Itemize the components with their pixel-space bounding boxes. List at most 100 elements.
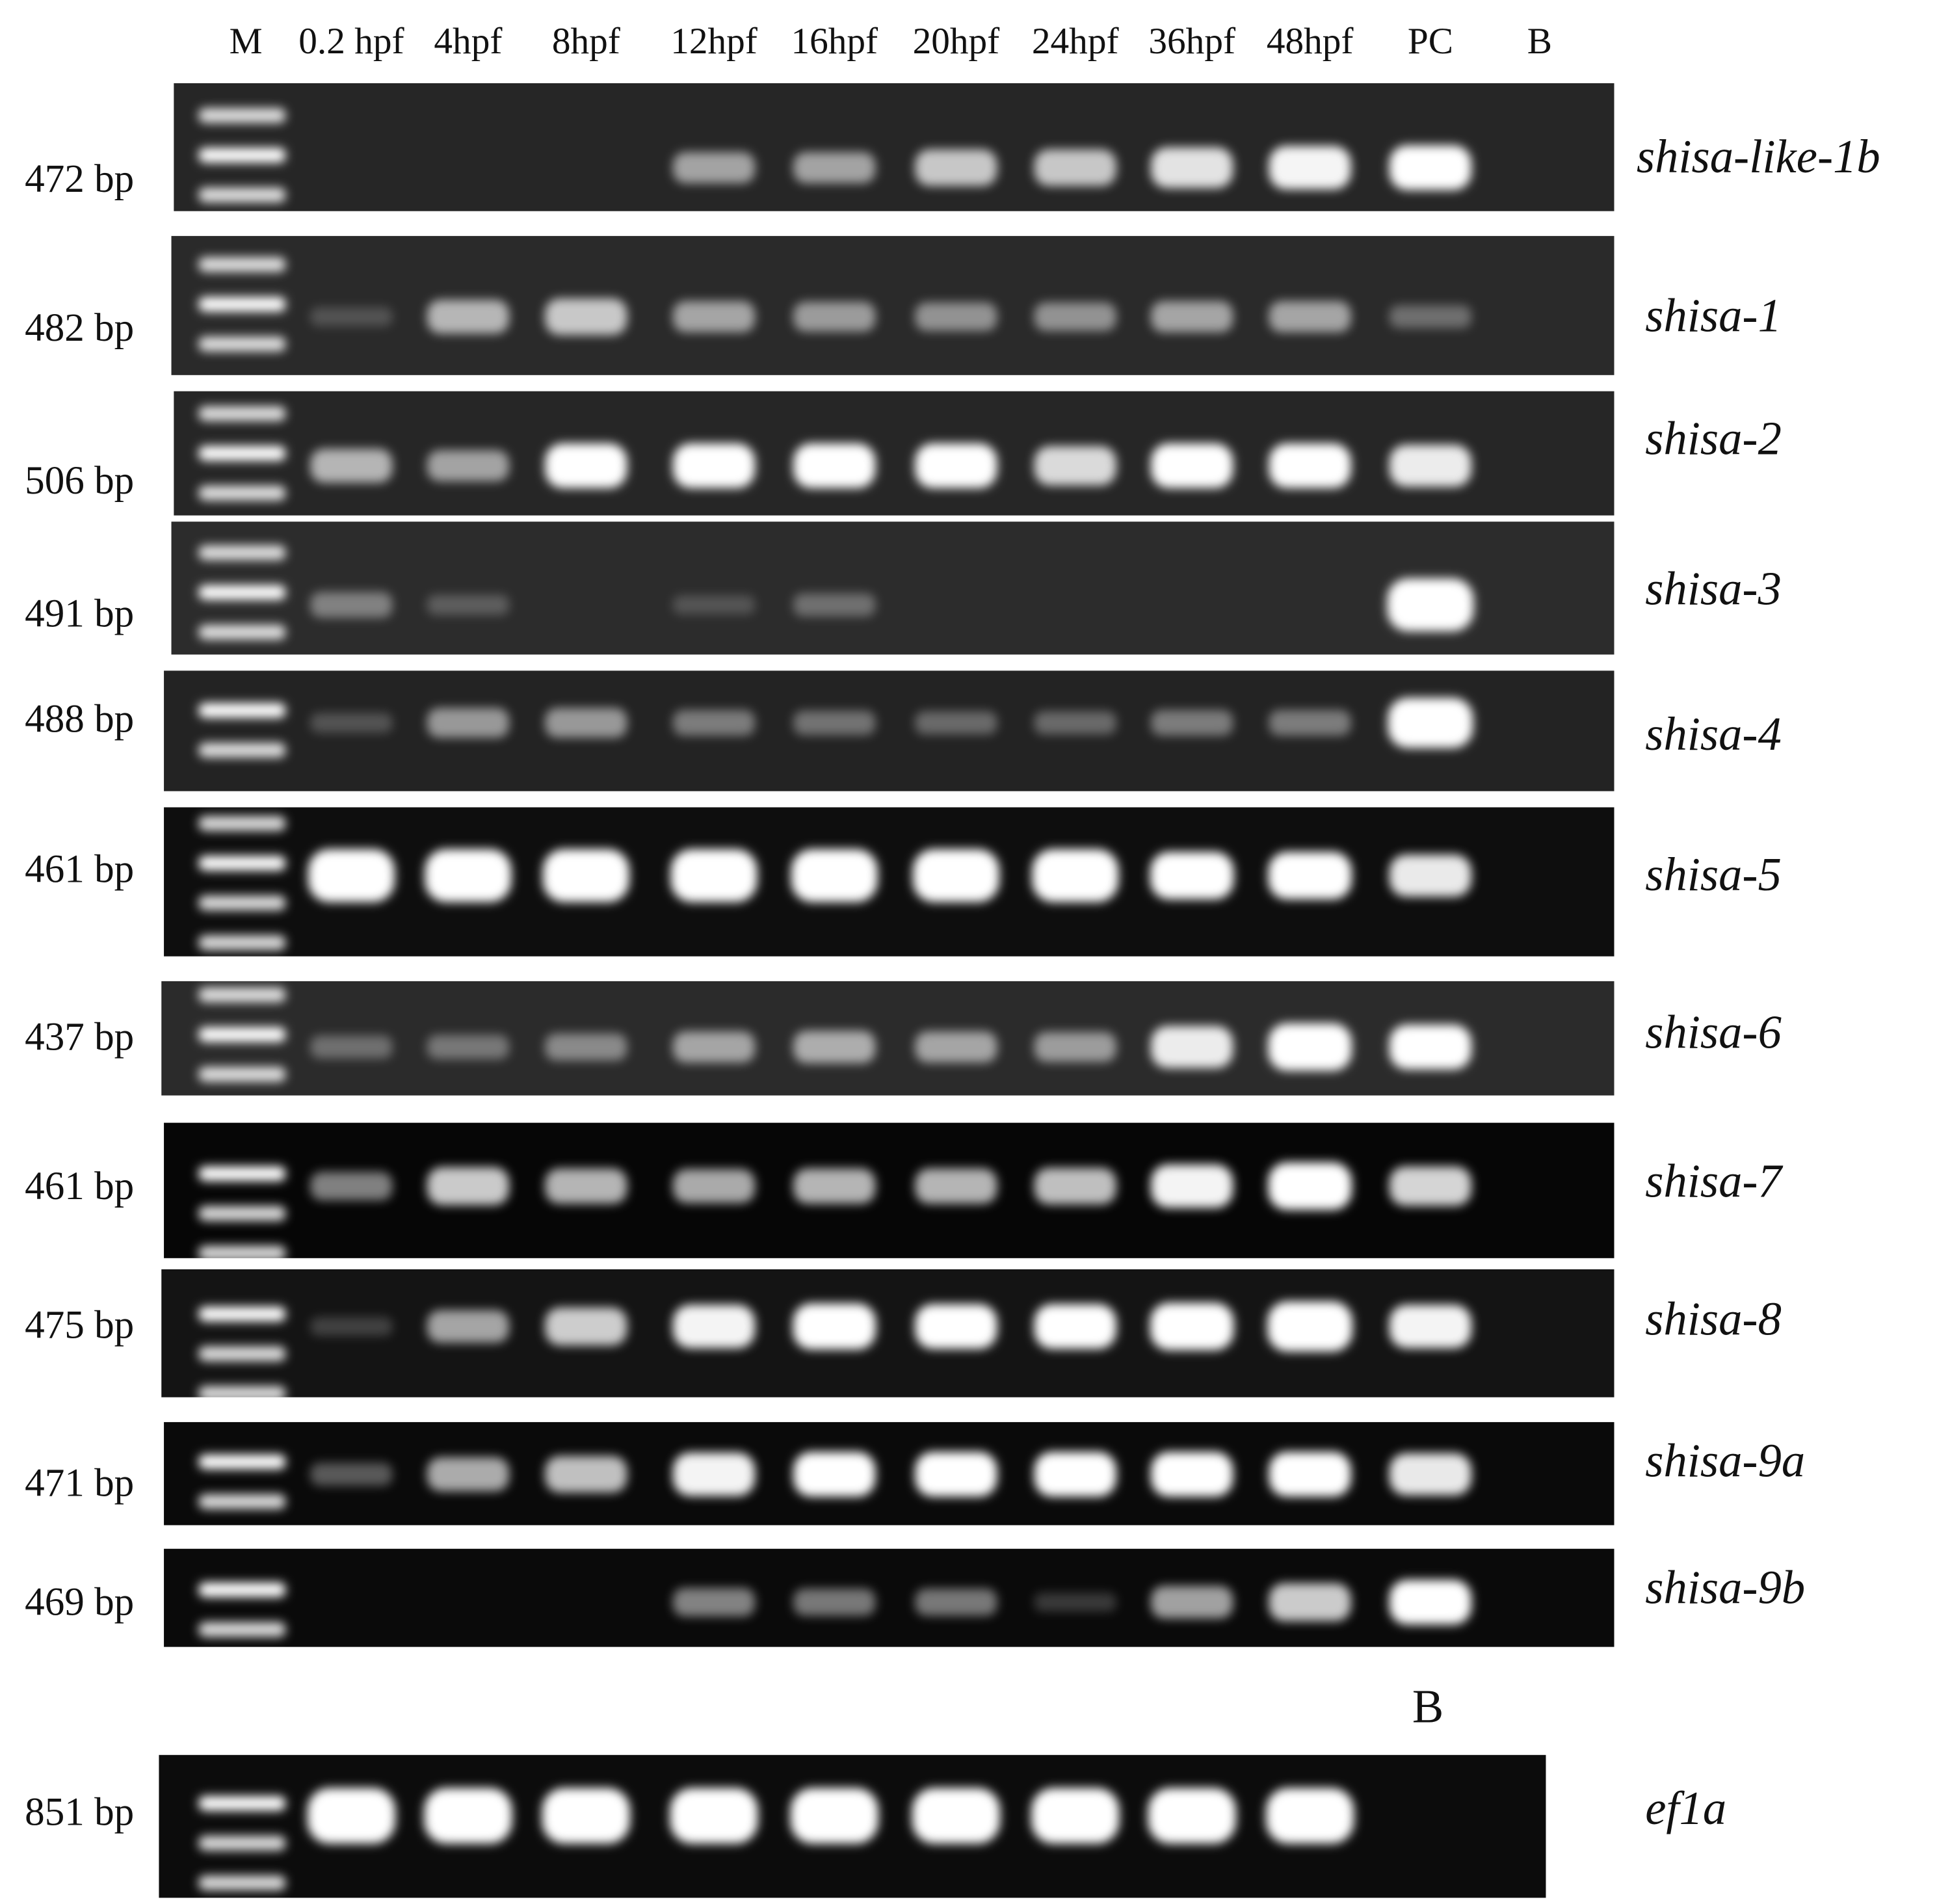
dna-band <box>912 849 999 903</box>
ladder-band <box>198 1027 286 1042</box>
dna-band <box>545 1307 627 1345</box>
ladder-band <box>198 1166 286 1182</box>
gel-panel <box>161 981 1614 1096</box>
dna-band <box>673 709 756 736</box>
dna-band <box>542 849 629 903</box>
dna-band <box>1266 1788 1354 1844</box>
lane-label: 8hpf <box>552 21 621 62</box>
ladder-band <box>198 895 286 911</box>
ladder-band <box>198 336 286 352</box>
dna-band <box>1389 854 1471 897</box>
dna-band <box>1151 147 1233 189</box>
lane-label: 4hpf <box>434 21 503 62</box>
dna-band <box>1031 1788 1120 1844</box>
dna-band <box>673 1452 756 1496</box>
ladder-band <box>198 703 286 718</box>
gel-background <box>164 670 1614 791</box>
dna-band <box>793 152 876 183</box>
dna-band <box>545 707 627 738</box>
lane-label: M <box>230 21 263 62</box>
size-label: 461 bp <box>25 1165 134 1208</box>
dna-band <box>1389 145 1471 191</box>
dna-band <box>1150 1302 1234 1351</box>
dna-band <box>1148 1788 1236 1844</box>
dna-band <box>1269 443 1351 488</box>
size-label: 469 bp <box>25 1581 134 1624</box>
ladder-band <box>198 624 286 640</box>
size-label: 482 bp <box>25 306 134 350</box>
ladder-band <box>198 1346 286 1362</box>
size-label: 506 bp <box>25 459 134 503</box>
size-label: 488 bp <box>25 698 134 741</box>
dna-band <box>793 1451 876 1497</box>
ladder-band <box>198 485 286 501</box>
dna-band <box>670 849 758 903</box>
dna-band <box>673 595 756 615</box>
gene-label: shisa-3 <box>1645 562 1782 615</box>
size-label: 461 bp <box>25 848 134 892</box>
dna-band <box>1034 1167 1116 1205</box>
ladder-band <box>198 1622 286 1637</box>
ladder-band <box>198 1066 286 1082</box>
dna-band <box>793 1303 876 1350</box>
dna-band <box>310 449 393 483</box>
gel-background <box>171 522 1614 655</box>
dna-band <box>1151 1451 1233 1497</box>
ladder-band <box>198 1494 286 1509</box>
dna-band <box>545 1456 627 1493</box>
dna-band <box>310 1317 393 1336</box>
ladder-band <box>198 148 286 163</box>
dna-band <box>310 1172 393 1200</box>
ladder-band <box>198 1875 286 1890</box>
gel-background <box>174 391 1614 516</box>
dna-band <box>427 594 509 615</box>
dna-band <box>1389 1166 1471 1206</box>
lane-label: 48hpf <box>1267 21 1354 62</box>
dna-band <box>1388 698 1473 748</box>
lane-label: 36hpf <box>1148 21 1236 62</box>
dna-band <box>1151 709 1233 736</box>
dna-band <box>1269 1583 1351 1622</box>
lane-label: 20hpf <box>913 21 1001 62</box>
dna-band <box>1034 149 1116 186</box>
gel-background <box>164 1548 1614 1647</box>
gene-label: shisa-7 <box>1645 1155 1783 1208</box>
size-label: 475 bp <box>25 1304 134 1347</box>
gel-panel <box>159 1754 1546 1898</box>
gene-label: shisa-4 <box>1645 707 1782 760</box>
lane-label: PC <box>1408 21 1453 62</box>
dna-band <box>1387 578 1474 631</box>
size-label: 472 bp <box>25 157 134 201</box>
gel-panel <box>164 807 1614 957</box>
gel-background <box>164 807 1614 957</box>
dna-band <box>1389 444 1471 487</box>
dna-band <box>427 1167 509 1206</box>
dna-band <box>545 1033 627 1061</box>
dna-band <box>793 710 876 735</box>
dna-band <box>1034 1304 1116 1349</box>
lane-label: B <box>1527 21 1552 62</box>
ladder-band <box>198 987 286 1003</box>
dna-band <box>1389 1580 1471 1625</box>
ladder-band <box>198 1582 286 1598</box>
dna-band <box>793 443 876 488</box>
dna-band <box>793 1589 876 1616</box>
blank-lane-label: B <box>1412 1680 1443 1733</box>
gene-label: ef1a <box>1645 1782 1726 1834</box>
ladder-band <box>198 1795 286 1811</box>
gene-label: shisa-1 <box>1645 289 1782 341</box>
gene-label: shisa-9b <box>1645 1561 1805 1613</box>
ladder-band <box>198 1306 286 1322</box>
gel-panel <box>171 235 1614 375</box>
dna-band <box>1151 1164 1233 1208</box>
gel-panel <box>174 391 1614 516</box>
dna-band <box>673 443 756 488</box>
lane-label: 24hpf <box>1032 21 1120 62</box>
gel-panel <box>174 83 1614 211</box>
gel-panel <box>161 1269 1614 1401</box>
ladder-band <box>198 815 286 831</box>
dna-band <box>1034 302 1116 331</box>
dna-band <box>427 1310 509 1343</box>
ladder-band <box>198 1206 286 1221</box>
